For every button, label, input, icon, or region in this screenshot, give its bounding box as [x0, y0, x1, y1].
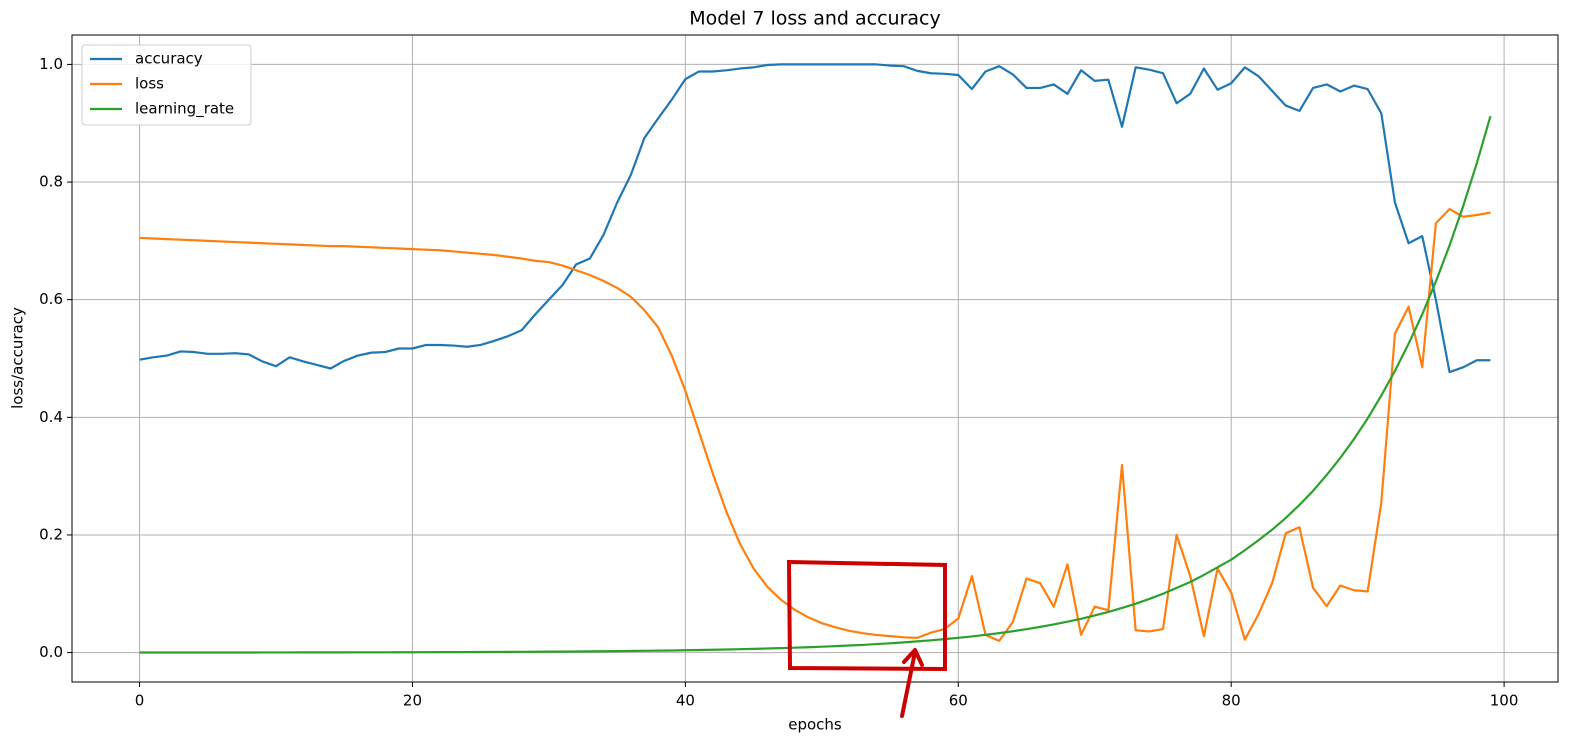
legend-label: loss [135, 75, 164, 93]
series-line [139, 208, 1491, 642]
x-tick-label: 80 [1222, 692, 1241, 710]
annotation [786, 559, 947, 718]
y-tick-label: 0.4 [39, 408, 63, 426]
x-tick-label: 20 [403, 692, 422, 710]
legend-label: accuracy [135, 50, 203, 68]
legend-box [81, 44, 252, 126]
x-tick-label: 60 [949, 692, 968, 710]
legend-label: learning_rate [135, 100, 234, 119]
y-tick-label: 1.0 [39, 55, 63, 73]
legend: accuracy loss learning_rate [81, 44, 252, 126]
x-tick-label: 40 [676, 692, 695, 710]
x-tick-label: 0 [135, 692, 145, 710]
y-tick-label: 0.2 [39, 525, 63, 543]
y-tick-label: 0.8 [39, 173, 63, 191]
plot-frame [71, 34, 1559, 683]
x-tick-label: 100 [1490, 692, 1519, 710]
arrow [900, 648, 924, 718]
y-tick-label: 0.6 [39, 290, 63, 308]
y-axis-label: loss/accuracy [9, 307, 27, 409]
series-line [139, 115, 1492, 654]
series-line [139, 63, 1491, 374]
highlight-box [786, 559, 947, 672]
y-tick-label: 0.0 [39, 643, 63, 661]
grid: 0 20 40 60 80 100 0.0 0.2 0.4 0.6 0.8 1.0 [39, 35, 1558, 710]
chart-title: Model 7 loss and accuracy [689, 8, 940, 30]
lines [139, 63, 1492, 654]
x-axis-label: epochs [788, 716, 842, 734]
